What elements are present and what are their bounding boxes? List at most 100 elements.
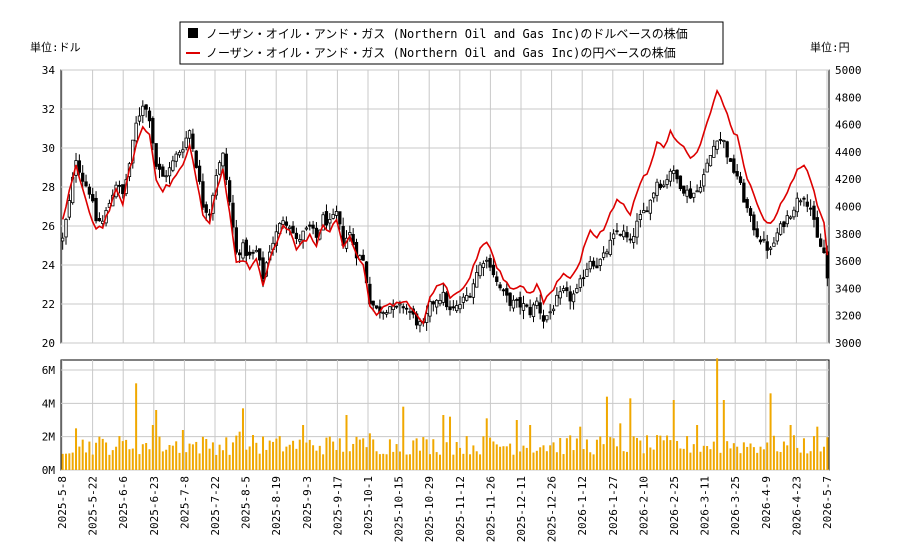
candle-body <box>201 181 205 208</box>
candle-body <box>434 299 439 308</box>
volume-bar <box>342 451 345 470</box>
volume-bar <box>198 453 201 470</box>
volume-bar <box>365 447 368 470</box>
candle-body <box>772 242 776 247</box>
candle-body <box>655 181 659 196</box>
candle-body <box>431 301 435 305</box>
volume-bar <box>722 400 725 470</box>
volume-bar <box>509 443 512 470</box>
candle-body <box>621 230 626 238</box>
candle-body <box>611 233 616 239</box>
price-tick-right: 4000 <box>835 201 862 214</box>
volume-bar <box>288 444 291 470</box>
candle-body <box>384 312 389 315</box>
volume-bar <box>218 444 221 470</box>
volume-bar <box>151 425 154 470</box>
candle-body <box>258 248 262 261</box>
candle-body <box>725 141 729 158</box>
volume-bar <box>435 452 438 470</box>
candle-body <box>505 288 509 296</box>
x-tick-label: 2025-10-29 <box>423 476 436 542</box>
volume-bar <box>338 438 341 470</box>
candle-body <box>738 176 743 183</box>
volume-bar <box>408 454 411 470</box>
volume-bar <box>535 450 538 470</box>
volume-bar <box>696 425 699 470</box>
candle-body <box>398 303 402 306</box>
volume-bar <box>405 454 408 470</box>
candle-body <box>561 288 566 292</box>
x-axis: 2025-5-8 2025-5-22 2025-6-6 2025-6-23 2025-7… <box>56 476 834 542</box>
volume-bar <box>422 437 425 470</box>
candle-body <box>64 218 68 238</box>
volume-bar <box>238 431 241 470</box>
candle-body <box>117 184 122 187</box>
volume-bar <box>495 444 498 470</box>
volume-bar <box>115 446 118 470</box>
volume-bar <box>585 439 588 470</box>
volume-bar <box>826 437 829 470</box>
candle-body <box>665 179 669 185</box>
candle-body <box>568 291 572 302</box>
candle-body <box>91 194 95 202</box>
candle-body <box>508 292 512 306</box>
candle-body <box>167 167 172 177</box>
candle-body <box>231 202 235 228</box>
candle-body <box>668 170 673 182</box>
volume-bar <box>358 439 361 470</box>
volume-bar <box>542 445 545 470</box>
candle-body <box>478 264 482 277</box>
candle-body <box>715 140 719 150</box>
candle-body <box>468 295 472 298</box>
candle-body <box>141 105 145 116</box>
legend-yen-label: ノーザン・オイル・アンド・ガス (Northern Oil and Gas In… <box>206 45 676 60</box>
candle-body <box>441 291 445 303</box>
x-tick-label: 2025-11-26 <box>484 476 497 542</box>
volume-bar <box>445 442 448 470</box>
volume-bar <box>772 435 775 470</box>
candle-body <box>722 139 726 143</box>
candle-body <box>298 239 302 242</box>
volume-bar <box>615 446 618 470</box>
price-axis-left: 20 22 24 26 28 30 32 34 <box>42 64 56 350</box>
volume-bar <box>98 436 101 470</box>
x-tick-label: 2026-1-12 <box>576 476 589 536</box>
candle-body <box>177 151 182 156</box>
candle-body <box>662 184 666 187</box>
candle-body <box>515 299 519 301</box>
volume-bar <box>362 438 365 470</box>
x-tick-label: 2026-4-23 <box>790 476 803 536</box>
candle-body <box>241 242 245 259</box>
volume-bar <box>762 449 765 470</box>
volume-bar <box>318 445 321 470</box>
candle-body <box>227 180 232 203</box>
volume-bar <box>75 428 78 470</box>
volume-bars <box>61 358 829 470</box>
volume-bar <box>806 453 809 470</box>
volume-bar <box>619 423 622 470</box>
volume-bar <box>512 454 515 470</box>
volume-bar <box>161 451 164 470</box>
candle-body <box>428 301 432 317</box>
volume-bar <box>502 446 505 470</box>
candle-body <box>595 265 599 269</box>
volume-bar <box>592 454 595 470</box>
volume-bar <box>131 448 134 470</box>
volume-bar <box>515 420 518 470</box>
volume-bar <box>81 439 84 470</box>
volume-bar <box>632 436 635 470</box>
candle-body <box>448 306 452 311</box>
candle-body <box>401 306 405 309</box>
volume-bar <box>712 441 715 470</box>
volume-bar <box>786 445 789 470</box>
candle-body <box>692 192 696 198</box>
volume-bar <box>225 437 228 470</box>
volume-bar <box>812 436 815 470</box>
volume-bar <box>749 443 752 470</box>
right-unit-label: 単位:円 <box>810 40 850 54</box>
volume-bar <box>332 441 335 470</box>
price-tick-right: 4400 <box>835 146 862 159</box>
volume-bar <box>706 446 709 470</box>
candle-body <box>548 311 552 314</box>
